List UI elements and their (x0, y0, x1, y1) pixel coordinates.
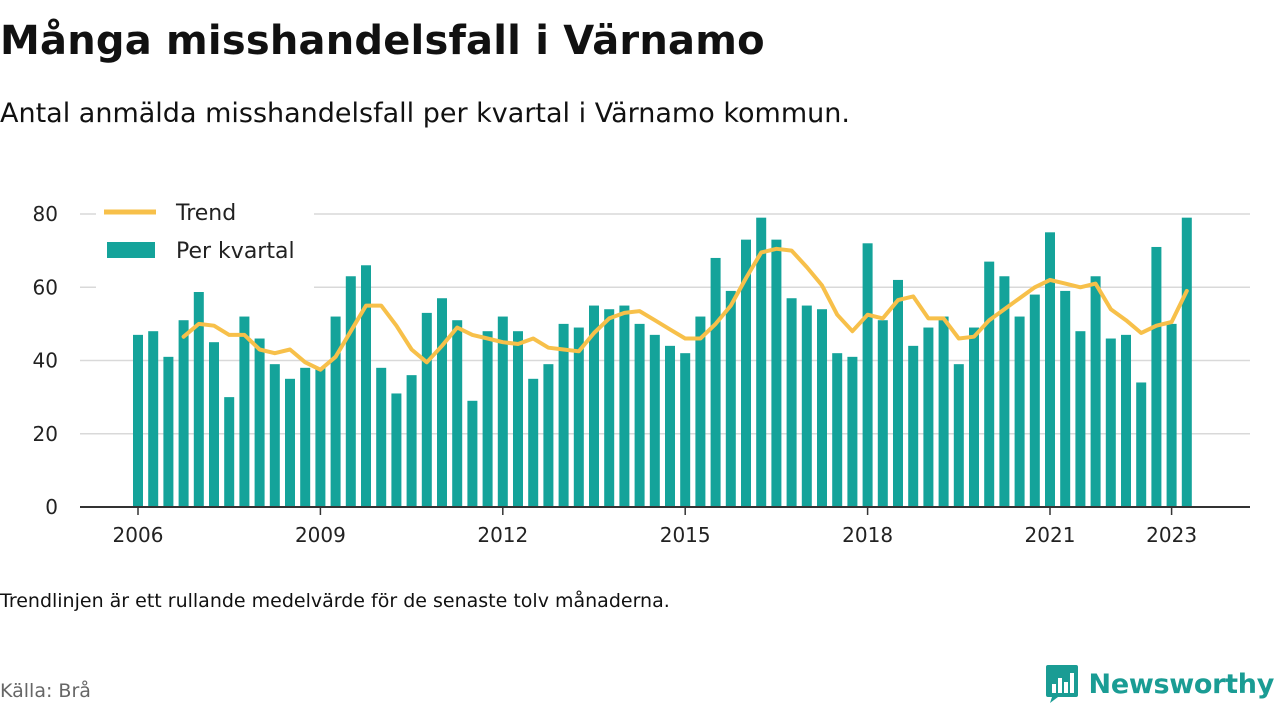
bar (193, 287, 204, 507)
bar (573, 327, 584, 507)
y-tick-label: 60 (33, 275, 58, 299)
bar (984, 261, 995, 507)
chart-area: 0 20 40 60 80 2006 2009 2012 2015 2018 2021 2023 Tr… (33, 198, 1250, 547)
bar (862, 243, 873, 508)
chart-note: Trendlinjen är ett rullande medelvärde f… (0, 590, 670, 612)
bar (528, 378, 539, 507)
bar (406, 375, 417, 507)
bar (801, 305, 812, 507)
bar (376, 367, 387, 507)
bar (330, 316, 341, 507)
bar (908, 345, 919, 507)
bar (482, 331, 493, 507)
bar (178, 320, 189, 507)
bar (1121, 334, 1131, 507)
bar (163, 356, 174, 507)
brand-name: Newsworthy (1088, 668, 1275, 700)
x-tick-label: 2021 (1025, 523, 1076, 547)
bar (953, 364, 964, 507)
bar (148, 331, 159, 507)
bar (604, 309, 615, 507)
bar (725, 290, 736, 507)
bar (938, 316, 949, 507)
bar (269, 364, 280, 507)
bar (285, 378, 295, 507)
x-tick-label: 2018 (842, 523, 893, 547)
bar (421, 312, 432, 507)
bar (817, 309, 827, 507)
bar (558, 323, 569, 507)
bar (695, 316, 706, 507)
bar (741, 239, 751, 507)
bars (133, 217, 1192, 508)
bar (999, 276, 1010, 507)
legend-bar-swatch (107, 242, 155, 258)
bar (513, 331, 523, 507)
bar (969, 327, 979, 507)
brand-logo[interactable]: Newsworthy (1045, 664, 1274, 704)
bar (589, 305, 599, 507)
y-tick-label: 0 (45, 495, 58, 519)
x-tick-label: 2023 (1146, 523, 1197, 547)
bar (1181, 217, 1192, 507)
source-label: Källa: Brå (0, 680, 91, 702)
bar (391, 393, 402, 507)
bar (619, 305, 630, 507)
bar (1029, 294, 1040, 507)
bar (467, 400, 478, 507)
bar (847, 356, 858, 507)
bar (239, 316, 250, 507)
bar (877, 320, 888, 507)
x-tick-label: 2012 (477, 523, 528, 547)
bar (710, 257, 721, 507)
bar (680, 353, 691, 507)
y-tick-label: 80 (33, 202, 58, 226)
bar (832, 353, 843, 507)
bar (665, 345, 675, 507)
bar (1105, 338, 1116, 507)
x-tick-label: 2006 (113, 523, 164, 547)
trend-layer (181, 246, 1189, 372)
bar (345, 276, 356, 507)
x-tick-label: 2015 (660, 523, 711, 547)
chart-subtitle: Antal anmälda misshandelsfall per kvarta… (0, 98, 850, 129)
bar (1090, 276, 1101, 507)
bar (771, 239, 782, 507)
legend-bar-label: Per kvartal (176, 239, 295, 264)
bar (1136, 382, 1147, 507)
legend-trend-label: Trend (175, 201, 236, 226)
bar (893, 279, 903, 507)
bar (649, 334, 660, 507)
chart-title: Många misshandelsfall i Värnamo (0, 18, 765, 64)
bar (497, 316, 508, 507)
bar (1045, 232, 1055, 507)
y-tick-label: 20 (33, 422, 58, 446)
bar (224, 397, 235, 507)
x-tick-label: 2009 (295, 523, 346, 547)
bar (1060, 290, 1071, 507)
bar (452, 320, 463, 507)
bar (437, 298, 447, 507)
bar (315, 367, 326, 507)
bar (1151, 246, 1162, 507)
y-tick-label: 40 (33, 349, 58, 373)
bar (209, 342, 219, 507)
bar (254, 338, 265, 507)
bar (133, 334, 143, 507)
bar (300, 367, 311, 507)
bar (923, 327, 934, 507)
bar (756, 217, 767, 507)
bar (786, 298, 797, 507)
axes: 0 20 40 60 80 2006 2009 2012 2015 2018 2021 2023 (33, 202, 1250, 547)
bar (543, 364, 554, 507)
bar-chart-speech-bubble-icon (1045, 665, 1078, 703)
bar (361, 265, 371, 507)
trend-line (181, 246, 1189, 372)
bar (1014, 316, 1025, 507)
bar (634, 323, 645, 507)
legend: Trend Per kvartal (96, 198, 314, 292)
bar (1166, 323, 1177, 507)
bar (1075, 331, 1086, 507)
